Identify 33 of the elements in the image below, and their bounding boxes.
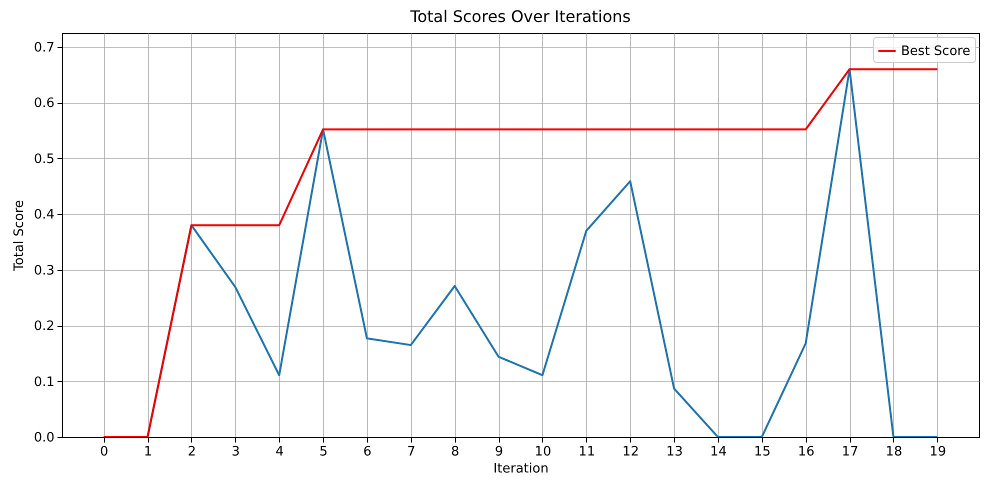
x-tick-label: 1 <box>144 444 152 460</box>
x-tick-label: 16 <box>798 444 814 460</box>
y-tick-label: 0.0 <box>34 430 54 446</box>
line-series <box>102 68 938 437</box>
x-tick-label: 10 <box>534 444 552 460</box>
x-tick-label: 13 <box>666 444 683 460</box>
x-tick-label: 8 <box>451 444 460 460</box>
y-tick-label: 0.3 <box>34 263 54 278</box>
y-tick-label: 0.7 <box>34 40 54 56</box>
chart-title: Total Scores Over Iterations <box>409 7 631 26</box>
y-tick-label: 0.2 <box>34 319 54 334</box>
y-tick-label: 0.6 <box>34 96 54 112</box>
x-tick-label: 17 <box>842 444 858 460</box>
x-tick-label: 12 <box>622 444 639 460</box>
x-tick-label: 18 <box>886 444 902 460</box>
x-tick-label: 9 <box>494 444 504 460</box>
y-tick-label: 0.1 <box>34 374 54 390</box>
x-tick-label: 0 <box>100 444 108 460</box>
x-tick-label: 3 <box>232 444 240 460</box>
y-tick-label: 0.5 <box>34 152 54 167</box>
x-tick-label: 7 <box>407 444 416 460</box>
x-tick-label: 14 <box>710 444 727 460</box>
x-tick-label: 19 <box>930 444 946 460</box>
x-tick-label: 11 <box>578 444 596 460</box>
x-tick-label: 4 <box>276 444 284 460</box>
x-tick-label: 6 <box>363 444 372 460</box>
x-tick-label: 15 <box>754 444 771 460</box>
x-tick-label: 2 <box>188 444 196 460</box>
legend-label: Best Score <box>901 44 970 59</box>
x-tick-label: 5 <box>319 444 328 460</box>
y-axis-title: Total Score <box>12 200 27 272</box>
y-tick-label: 0.4 <box>34 208 54 223</box>
x-axis-title: Iteration <box>493 462 549 476</box>
